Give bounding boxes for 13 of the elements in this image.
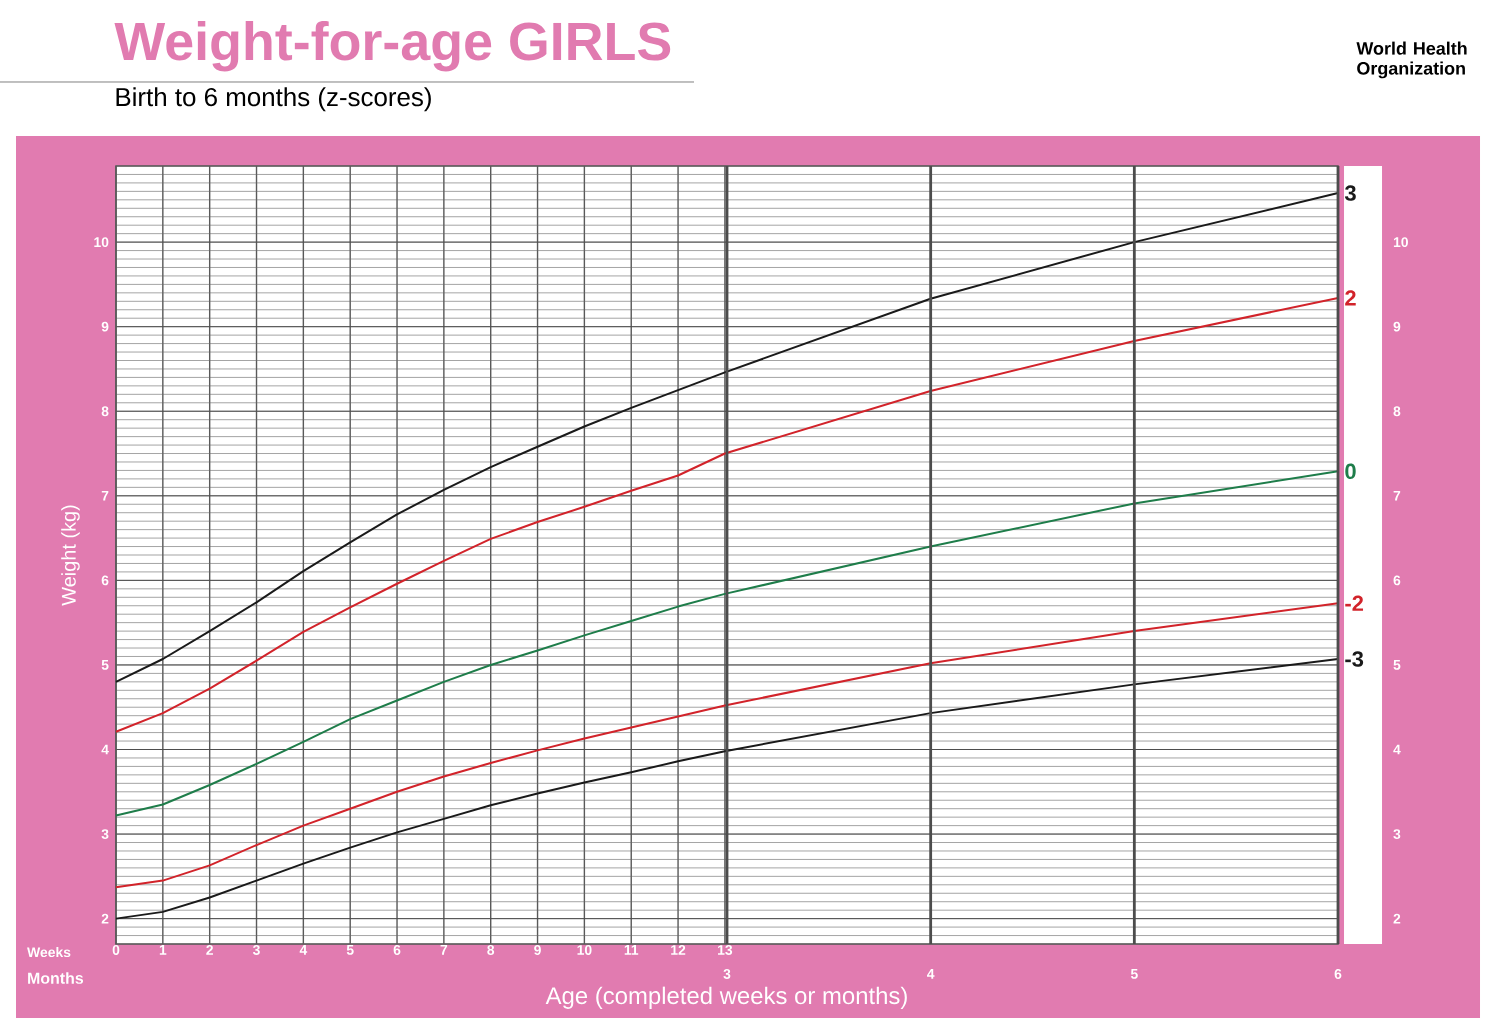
series-label: 3	[1344, 185, 1356, 201]
line-series	[115, 602, 1340, 889]
series-label: -2	[1345, 595, 1364, 611]
series-label: 0	[1345, 463, 1356, 480]
chart-subtitle: Birth to 6 months (z-scores)	[116, 87, 431, 112]
series-label: -3	[1345, 651, 1364, 667]
chart-title: Weight-for-age GIRLS	[114, 20, 671, 72]
text: World Health Organization	[1356, 41, 1467, 79]
line-series	[115, 296, 1340, 733]
y-axis-title: Weight (kg)	[61, 505, 80, 606]
line-series	[115, 470, 1340, 817]
x-axis-title: Age (completed weeks or months)	[545, 986, 907, 1009]
series-label: 2	[1345, 290, 1356, 306]
